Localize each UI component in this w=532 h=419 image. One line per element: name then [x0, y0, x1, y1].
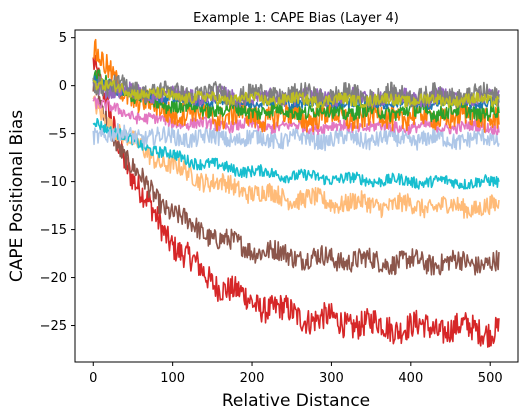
x-tick-label: 500 — [478, 371, 503, 386]
y-tick-label: −20 — [40, 271, 67, 286]
series-line — [92, 54, 500, 348]
x-axis-label: Relative Distance — [222, 391, 370, 411]
y-axis: 5 0 −5 −10 −15 −20 −25 — [40, 31, 75, 334]
series-line — [92, 38, 500, 133]
y-tick-label: −15 — [40, 223, 67, 238]
chart-title: Example 1: CAPE Bias (Layer 4) — [193, 11, 399, 26]
series-layer — [92, 38, 500, 348]
series-line — [92, 123, 500, 152]
y-tick-label: −25 — [40, 319, 67, 334]
series-line — [92, 78, 500, 109]
y-tick-label: −10 — [40, 175, 67, 190]
series-line — [92, 117, 500, 190]
y-axis-label: CAPE Positional Bias — [7, 110, 27, 282]
x-tick-label: 100 — [160, 371, 185, 386]
x-tick-label: 300 — [319, 371, 344, 386]
y-tick-label: −5 — [48, 127, 67, 142]
y-tick-label: 5 — [59, 31, 67, 46]
y-tick-label: 0 — [59, 79, 67, 94]
plot-frame — [74, 29, 519, 363]
x-axis: 0 100 200 300 400 500 — [89, 362, 503, 386]
x-tick-label: 0 — [89, 371, 97, 386]
x-tick-label: 400 — [398, 371, 423, 386]
x-tick-label: 200 — [240, 371, 265, 386]
series-line — [92, 69, 500, 123]
series-line — [92, 77, 500, 276]
series-line — [92, 95, 500, 219]
